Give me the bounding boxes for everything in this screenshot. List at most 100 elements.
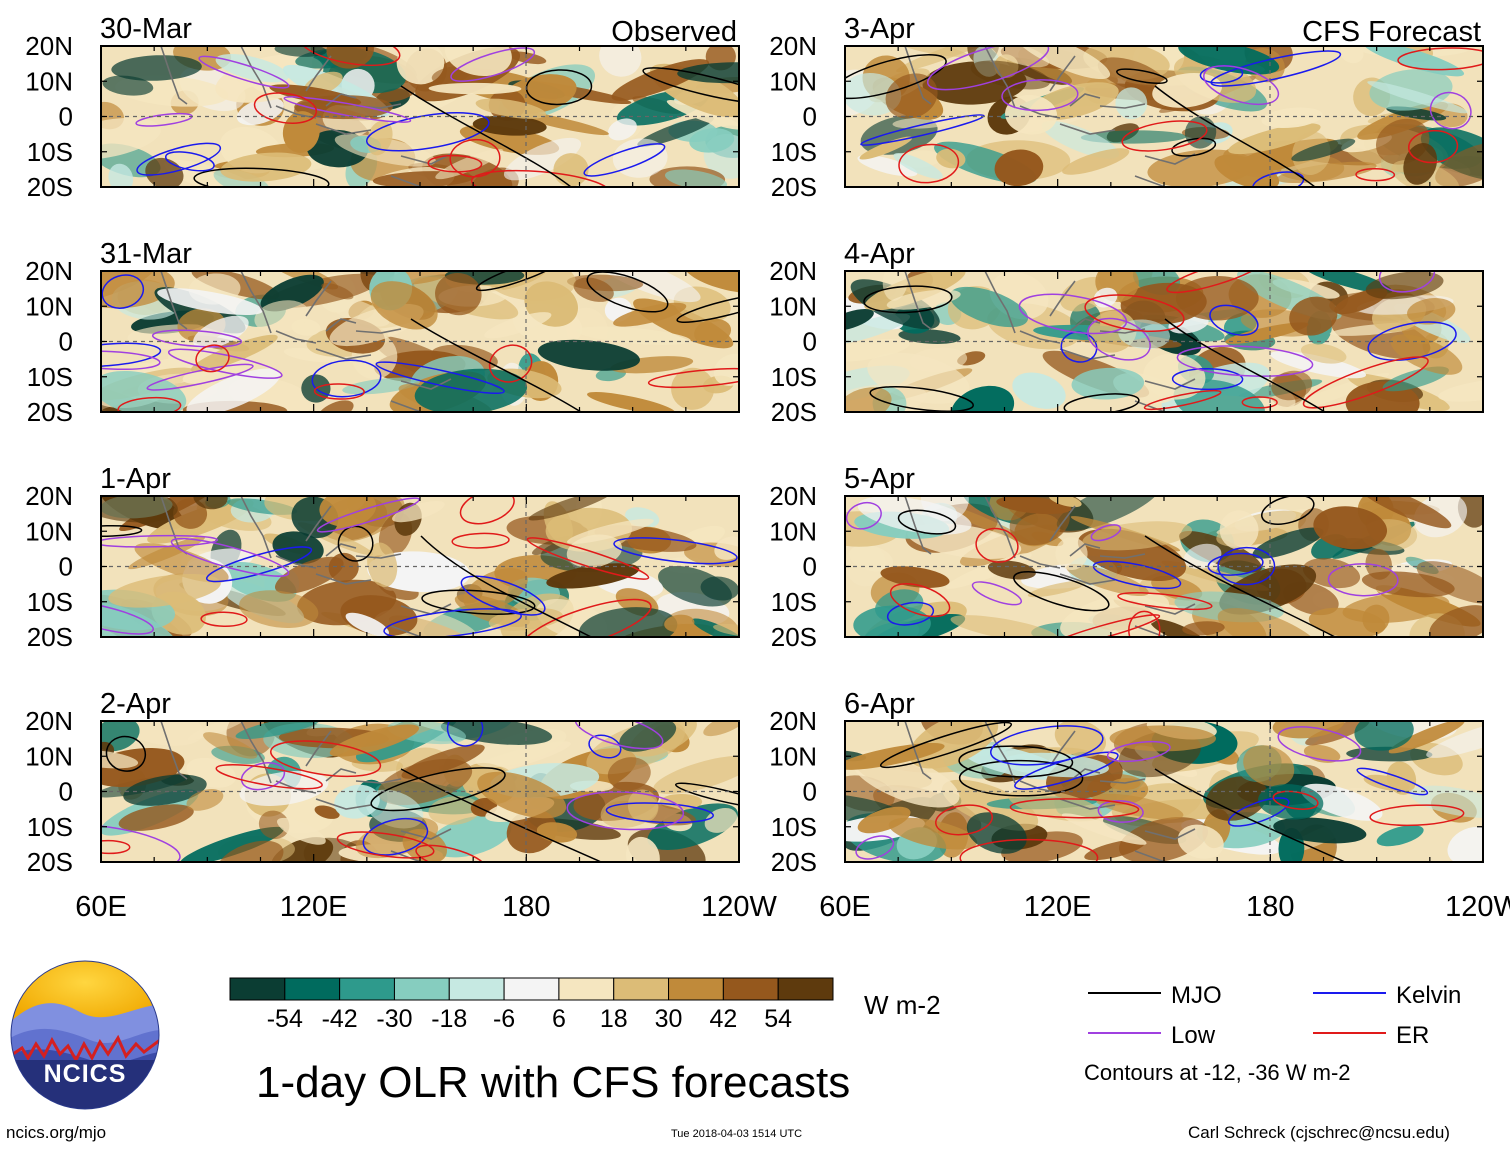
- colorbar-tick-label: -54: [267, 1005, 303, 1033]
- kelvin-contour: [886, 601, 935, 626]
- olr-anomaly-blob: [613, 302, 687, 327]
- olr-anomaly-blob: [666, 99, 739, 130]
- er-contour: [195, 344, 230, 373]
- colorbar-tick-label: -30: [376, 1005, 412, 1033]
- olr-anomaly-blob: [1345, 381, 1420, 412]
- er-contour: [1143, 389, 1222, 411]
- olr-anomaly-blob: [1429, 605, 1483, 637]
- olr-anomaly-blob: [689, 128, 735, 153]
- colorbar-swatch: [229, 977, 286, 1001]
- olr-anomaly-blob: [882, 271, 909, 301]
- mjo-contour: [420, 535, 592, 637]
- er-contour: [975, 527, 1019, 563]
- olr-anomaly-blob: [484, 271, 576, 301]
- low-contour: [971, 581, 1023, 606]
- olr-anomaly-blob: [1205, 776, 1268, 821]
- low-contour: [151, 329, 243, 348]
- colorbar-tick-label: -18: [431, 1005, 467, 1033]
- x-tick-label: 60E: [75, 891, 127, 923]
- author-credit: Carl Schreck (cjschrec@ncsu.edu): [1188, 1123, 1450, 1142]
- olr-anomaly-blob: [637, 116, 714, 147]
- panel-date-label: 30-Mar: [100, 13, 192, 45]
- olr-anomaly-blob: [428, 796, 481, 825]
- kelvin-contour: [101, 274, 145, 309]
- olr-panel: 20N 10N 0 10S 20S 5-Apr: [769, 463, 1484, 652]
- y-tick-label: 10S: [771, 362, 817, 392]
- x-tick-label: 120W: [1445, 891, 1510, 923]
- olr-anomaly-blob: [1080, 130, 1187, 144]
- olr-anomaly-blob: [459, 125, 560, 155]
- olr-anomaly-blob: [845, 308, 874, 331]
- low-contour: [1327, 563, 1399, 597]
- olr-anomaly-blob: [1346, 746, 1433, 762]
- olr-anomaly-blob: [691, 618, 739, 637]
- olr-anomaly-blob: [203, 732, 258, 759]
- er-contour: [935, 804, 993, 836]
- olr-anomaly-blob: [1340, 46, 1364, 64]
- y-tick-label: 10N: [769, 66, 817, 96]
- y-tick-label: 10S: [27, 137, 73, 167]
- er-contour: [336, 831, 435, 859]
- er-contour: [253, 92, 318, 124]
- olr-anomaly-blob: [892, 117, 952, 129]
- er-contour: [1166, 271, 1264, 294]
- olr-anomaly-blob: [546, 563, 640, 589]
- colorbar-tick-label: 6: [552, 1005, 566, 1033]
- olr-anomaly-blob: [329, 724, 420, 757]
- olr-anomaly-blob: [1222, 146, 1282, 178]
- er-contour: [313, 383, 365, 400]
- er-contour: [1048, 614, 1161, 637]
- y-tick-label: 20S: [27, 622, 73, 652]
- olr-anomaly-blob: [950, 385, 1015, 412]
- olr-anomaly-blob: [101, 370, 187, 412]
- mjo-contour: [879, 721, 1013, 769]
- mjo-contour: [1261, 496, 1315, 525]
- mjo-contour: [1171, 137, 1217, 157]
- olr-anomaly-blob: [429, 815, 512, 858]
- mjo-contour: [421, 589, 536, 615]
- olr-anomaly-blob: [1363, 774, 1410, 792]
- y-tick-label: 0: [59, 552, 73, 582]
- colorbar-tick-label: -6: [493, 1005, 515, 1033]
- mjo-contour: [845, 54, 947, 100]
- legend-label-er: ER: [1396, 1022, 1429, 1049]
- olr-anomaly-blob: [277, 817, 326, 845]
- olr-anomaly-blob: [682, 271, 739, 294]
- mjo-contour: [400, 768, 602, 862]
- colorbar-tick-label: 18: [600, 1005, 628, 1033]
- colorbar-tick-label: 42: [709, 1005, 737, 1033]
- colorbar-swatch: [558, 977, 615, 1001]
- mjo-contour: [642, 67, 739, 104]
- olr-anomaly-blob: [1183, 543, 1222, 570]
- olr-anomaly-blob: [845, 387, 892, 412]
- olr-anomaly-blob: [193, 315, 249, 349]
- y-tick-label: 10S: [27, 587, 73, 617]
- website-link[interactable]: ncics.org/mjo: [6, 1123, 107, 1142]
- low-contour: [1429, 91, 1472, 130]
- olr-anomaly-blob: [909, 721, 999, 769]
- olr-panel: 20N 10N 0 10S 20S 4-Apr: [769, 238, 1484, 427]
- olr-anomaly-blob: [1152, 73, 1222, 108]
- olr-anomaly-blob: [157, 288, 264, 316]
- olr-anomaly-blob: [1376, 825, 1424, 847]
- olr-anomaly-blob: [1252, 527, 1324, 559]
- y-tick-label: 10N: [25, 741, 73, 771]
- mjo-contour: [897, 509, 957, 535]
- panel-date-label: 3-Apr: [844, 13, 915, 45]
- y-tick-label: 20N: [769, 706, 817, 736]
- er-contour: [1397, 47, 1483, 71]
- low-contour: [101, 600, 155, 635]
- colorbar-swatch: [393, 977, 450, 1001]
- y-tick-label: 20N: [25, 256, 73, 286]
- olr-anomaly-blob: [857, 496, 972, 535]
- olr-anomaly-blob: [1012, 372, 1066, 409]
- olr-anomaly-blob: [444, 46, 512, 77]
- er-contour: [101, 839, 131, 855]
- low-contour: [1018, 293, 1128, 335]
- olr-anomaly-blob: [108, 573, 221, 608]
- low-contour: [1097, 800, 1144, 823]
- er-contour: [1302, 356, 1429, 409]
- coastline: [904, 496, 1196, 637]
- er-contour: [270, 740, 382, 778]
